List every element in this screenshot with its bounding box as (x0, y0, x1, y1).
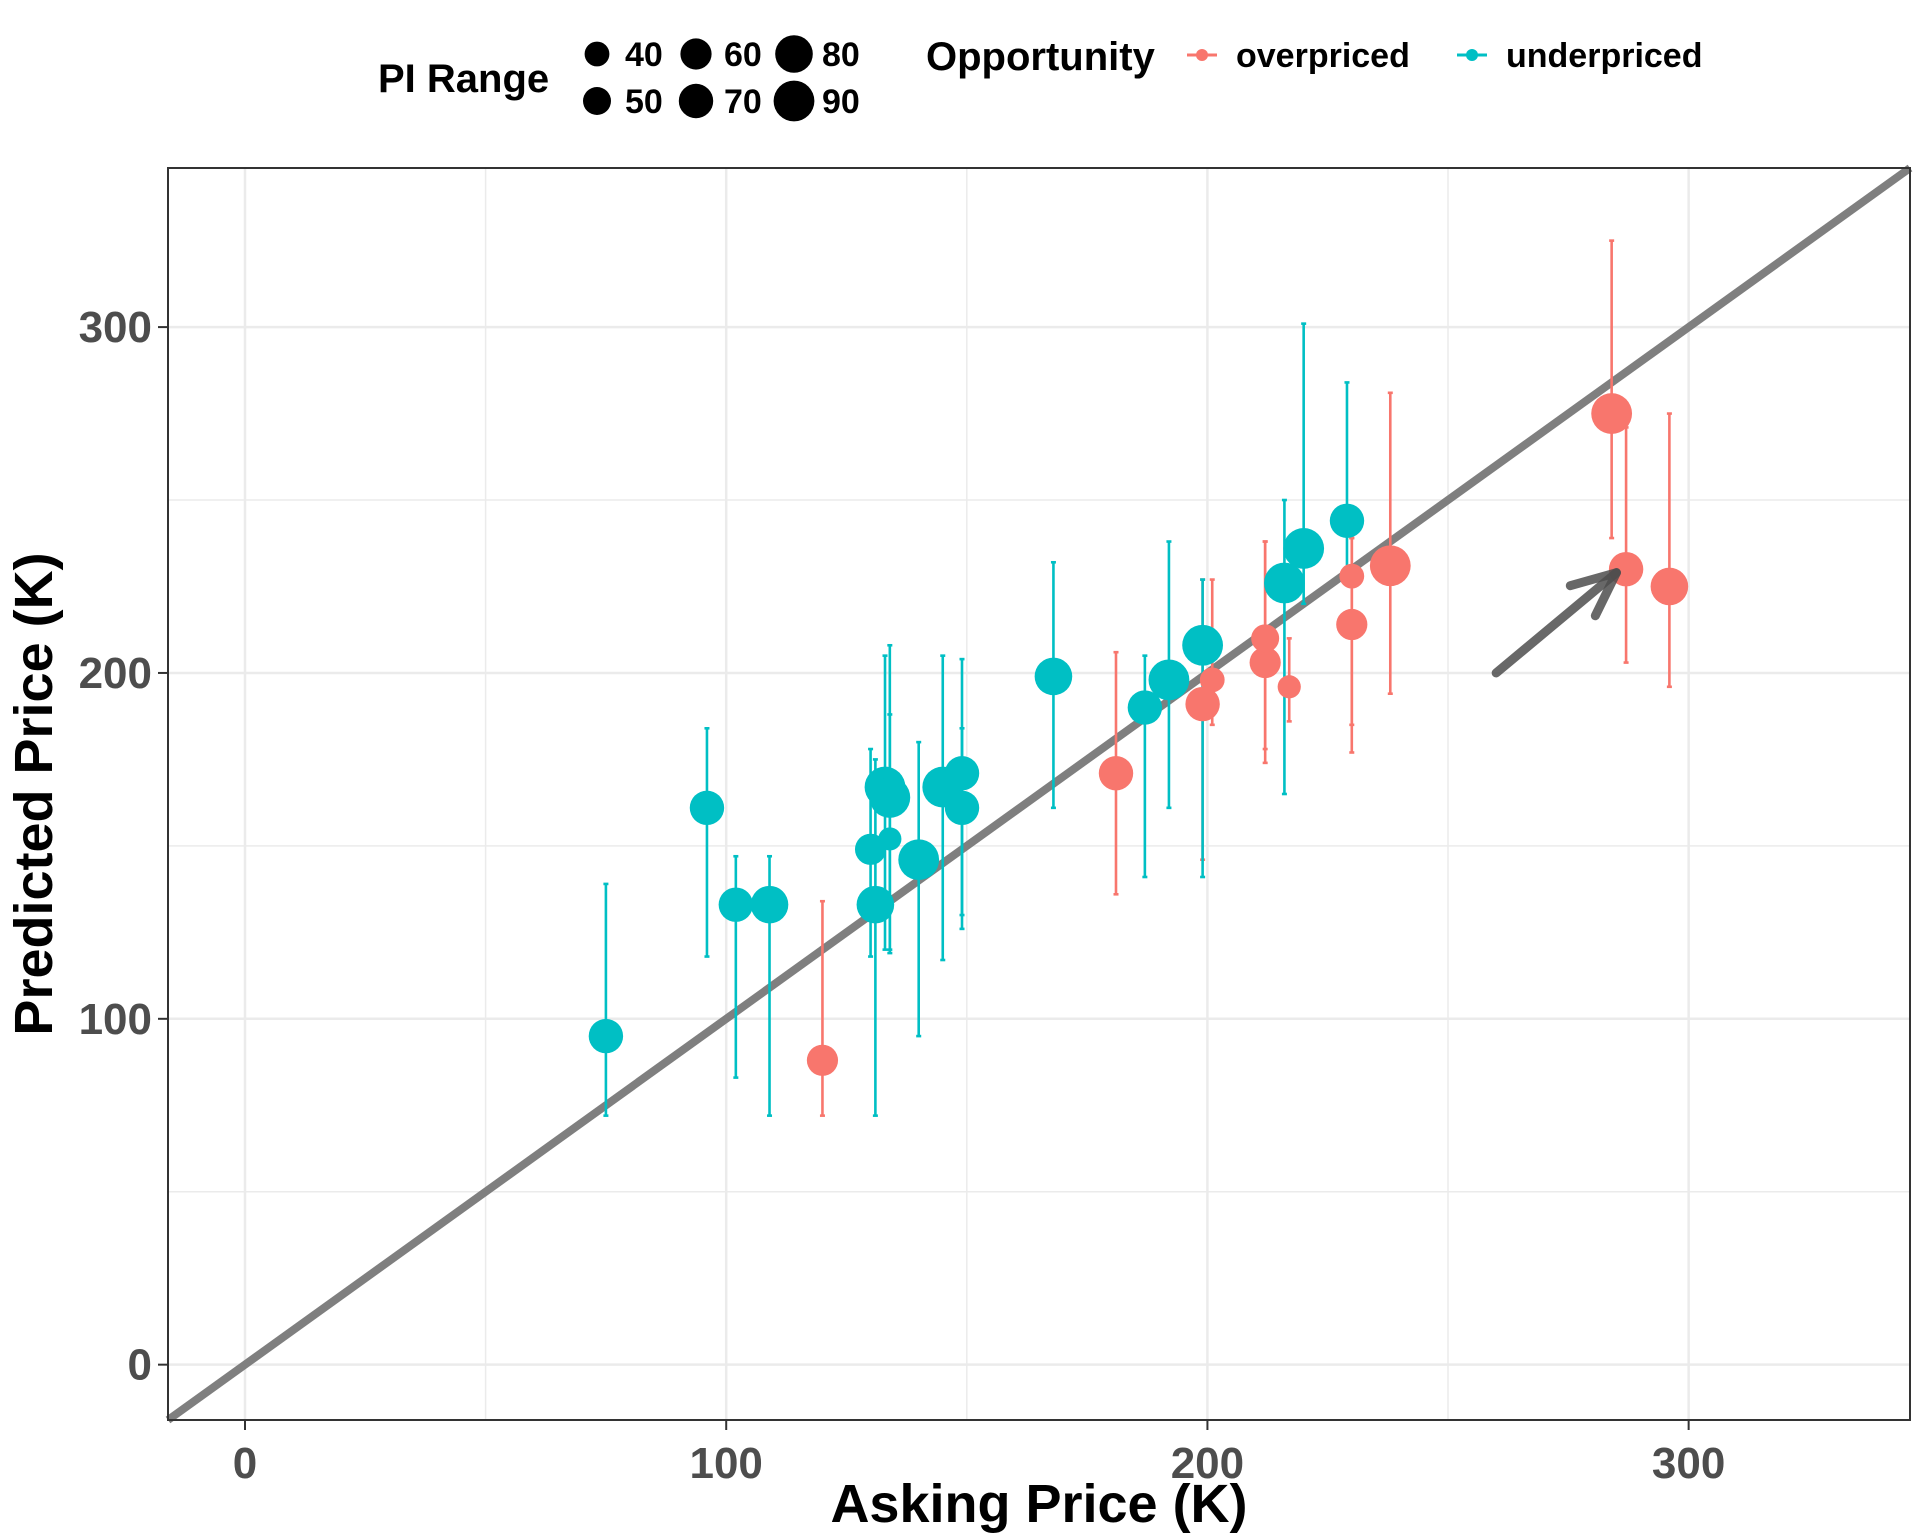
plot-border (167, 167, 1911, 1421)
annotation-arrow (1491, 568, 1621, 678)
point-underpriced (750, 885, 789, 924)
reference-line (165, 164, 1913, 1424)
point-underpriced (1182, 624, 1224, 666)
arrow-head (1565, 568, 1621, 621)
size-legend: 40 50 60 70 80 90 (583, 35, 860, 122)
y-tick-label: 200 (79, 649, 152, 698)
x-axis-title: Asking Price (K) (830, 1474, 1247, 1534)
point-underpriced (1264, 562, 1305, 604)
color-key-dot-overpriced (1196, 49, 1208, 61)
size-key-60 (680, 38, 712, 70)
x-axis: 0 100 200 300 (233, 1420, 1725, 1488)
point-underpriced (898, 839, 940, 881)
point-underpriced (944, 756, 980, 791)
legend-color-title: Opportunity (926, 35, 1156, 79)
point-underpriced (944, 790, 980, 826)
point-overpriced (1185, 686, 1220, 722)
x-tick-label: 100 (689, 1439, 762, 1488)
x-tick-label: 0 (233, 1439, 257, 1488)
point-overpriced (1249, 646, 1281, 679)
data-points (588, 393, 1689, 1076)
point-overpriced (1199, 667, 1225, 693)
point-overpriced (1251, 624, 1280, 653)
y-axis-title: Predicted Price (K) (4, 552, 64, 1035)
point-underpriced (588, 1018, 624, 1054)
point-underpriced (878, 827, 902, 851)
color-key-dot-underpriced (1466, 49, 1478, 61)
point-overpriced (1591, 393, 1633, 434)
size-key-50 (583, 87, 611, 115)
size-key-label: 90 (822, 83, 860, 121)
size-key-label: 60 (724, 36, 762, 74)
point-underpriced (718, 887, 754, 922)
color-key-label: underpriced (1506, 37, 1702, 75)
point-overpriced (1339, 563, 1365, 589)
size-key-label: 50 (625, 83, 663, 121)
point-underpriced (1148, 659, 1190, 701)
point-underpriced (1127, 690, 1163, 725)
point-underpriced (869, 777, 911, 818)
size-key-label: 80 (822, 36, 860, 74)
x-tick-label: 300 (1652, 1439, 1725, 1488)
arrow-shaft (1491, 568, 1621, 678)
point-underpriced (854, 833, 887, 865)
y-tick-label: 0 (128, 1341, 152, 1390)
size-key-70 (678, 83, 714, 119)
size-key-90 (773, 80, 815, 122)
y-axis: 0 100 200 300 (79, 303, 168, 1390)
size-key-80 (775, 35, 813, 73)
y-tick-label: 100 (79, 995, 152, 1044)
point-overpriced (1277, 675, 1301, 699)
point-overpriced (1369, 545, 1411, 587)
point-overpriced (1336, 608, 1368, 641)
color-legend: overpriced underpriced (1187, 37, 1702, 75)
point-overpriced (806, 1044, 839, 1076)
point-underpriced (689, 790, 725, 826)
point-overpriced (1098, 756, 1134, 791)
color-key-label: overpriced (1236, 37, 1410, 75)
x-tick-label: 200 (1171, 1439, 1244, 1488)
legend-size-title: PI Range (378, 57, 549, 101)
legend: PI Range 40 50 60 70 80 90 Opportunity overpr… (378, 35, 1702, 122)
point-underpriced (1329, 503, 1365, 538)
point-underpriced (1283, 528, 1325, 569)
y-tick-label: 300 (79, 303, 152, 352)
point-overpriced (1650, 567, 1689, 606)
size-key-label: 70 (724, 83, 762, 121)
point-underpriced (1034, 657, 1073, 696)
size-key-label: 40 (625, 36, 663, 74)
identity-line (165, 164, 1913, 1424)
size-key-40 (584, 41, 610, 67)
point-underpriced (856, 885, 895, 924)
